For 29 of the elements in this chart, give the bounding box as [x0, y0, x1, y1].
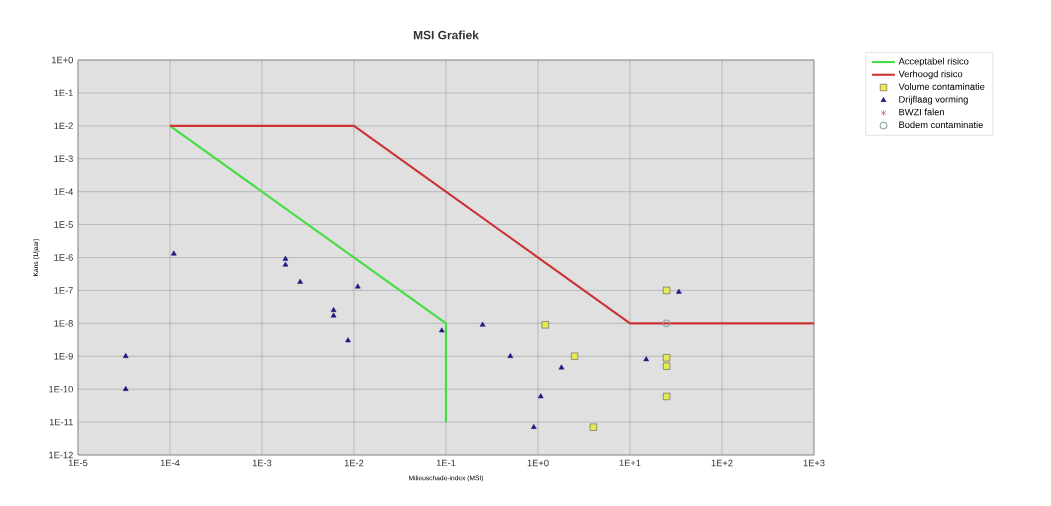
x-tick-label: 1E+1: [619, 459, 641, 467]
y-tick-label: 1E-8: [54, 320, 73, 327]
x-tick-label: 1E-3: [252, 459, 272, 467]
y-tick-label: 1E-5: [54, 221, 73, 228]
y-tick-label: 1E-11: [49, 418, 73, 426]
y-tick-label: 1E-12: [49, 451, 73, 459]
y-tick-label: 1E-2: [54, 122, 73, 130]
y-tick-label: 1E-1: [54, 89, 73, 97]
y-tick-label: 1E-6: [54, 254, 73, 261]
x-tick-label: 1E-5: [68, 459, 88, 467]
y-tick-label: 1E-10: [49, 385, 73, 393]
x-tick-label: 1E+2: [711, 459, 733, 467]
y-tick-label: 1E-7: [54, 287, 73, 294]
chart-title: MSI Grafiek: [413, 30, 479, 40]
y-tick-label: 1E-4: [54, 188, 74, 195]
legend-label: Bodem contaminatie: [899, 121, 983, 129]
legend-label: BWZI falen: [899, 108, 944, 116]
x-tick-label: 1E+3: [803, 459, 825, 467]
y-tick-label: 1E-9: [54, 352, 73, 360]
legend-label: Volume contaminatie: [898, 83, 985, 90]
x-tick-label: 1E+0: [527, 459, 549, 467]
y-tick-label: 1E+0: [52, 56, 73, 64]
x-tick-label: 1E-2: [344, 459, 364, 467]
legend-label: Verhoogd risico: [898, 70, 963, 80]
legend-label: Drijflaag vorming: [899, 95, 968, 105]
x-tick-label: 1E-4: [160, 459, 180, 467]
y-tick-label: 1E-3: [54, 155, 73, 163]
legend-label: Acceptabel risico: [898, 57, 969, 67]
x-tick-label: 1E-1: [436, 459, 456, 467]
